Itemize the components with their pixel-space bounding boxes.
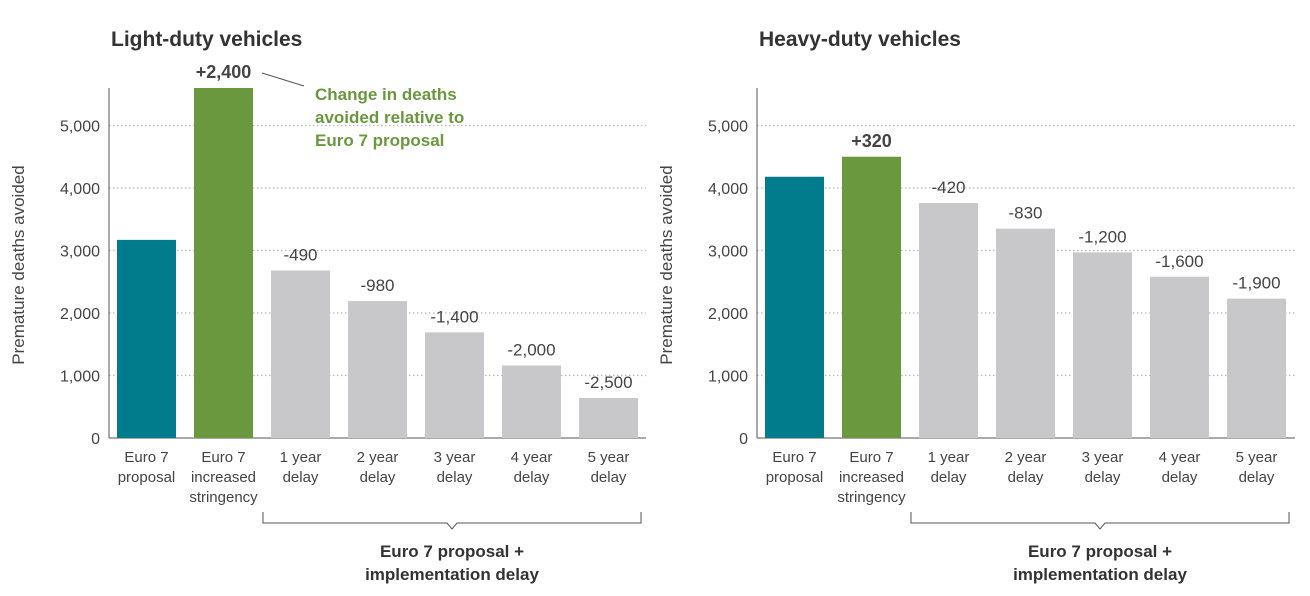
data-label: -980	[360, 276, 394, 295]
x-tick-label: delay	[437, 469, 473, 486]
change-annotation: Change in deaths avoided relative to Euro …	[261, 72, 464, 150]
y-tick-label: 2,000	[60, 306, 100, 323]
x-tick-label: delay	[1239, 469, 1275, 486]
data-label: -2,500	[584, 373, 632, 392]
y-tick-label: 1,000	[60, 369, 100, 386]
x-tick-label: delay	[1085, 469, 1121, 486]
x-tick-label: 1 year	[928, 449, 970, 466]
bar-delay	[919, 203, 978, 438]
delay-bracket	[910, 512, 1290, 530]
x-tick-label: Euro 7	[849, 449, 893, 466]
x-tick-label: Euro 7	[201, 449, 245, 466]
y-tick-label: 5,000	[708, 119, 748, 136]
delay-bracket	[262, 512, 642, 530]
chart-title: Heavy-duty vehicles	[759, 28, 961, 51]
x-tick-label: 2 year	[357, 449, 399, 466]
x-tick-label: delay	[283, 469, 319, 486]
bracket-label: Euro 7 proposal +	[1028, 542, 1172, 561]
x-tick-label: delay	[360, 469, 396, 486]
x-tick-label: delay	[591, 469, 627, 486]
data-label: -1,400	[430, 307, 478, 326]
x-tick-label: 3 year	[434, 449, 476, 466]
bar-delay	[1150, 276, 1209, 438]
bar-delay	[271, 270, 330, 438]
annotation-text: Change in deaths	[315, 85, 457, 104]
x-tick-label: increased	[191, 469, 256, 486]
x-tick-label: 4 year	[511, 449, 553, 466]
data-label: +320	[851, 131, 892, 151]
x-tick-label: delay	[931, 469, 967, 486]
x-tick-label: 4 year	[1159, 449, 1201, 466]
data-label: -1,600	[1155, 252, 1203, 271]
y-tick-label: 0	[91, 431, 100, 448]
chart-panel-light-duty: Light-duty vehicles 0 1,000 2,000 3,000 4,000…	[9, 28, 646, 584]
bar-proposal	[765, 176, 824, 438]
data-label: -2,000	[507, 341, 555, 360]
y-tick-label: 3,000	[60, 244, 100, 261]
y-tick-label: 2,000	[708, 306, 748, 323]
x-tick-label: proposal	[766, 469, 824, 486]
y-axis-label: Premature deaths avoided	[9, 165, 28, 364]
y-tick-label: 0	[739, 431, 748, 448]
x-tick-label: Euro 7	[772, 449, 816, 466]
x-tick-label: delay	[514, 469, 550, 486]
bar-stringency	[842, 156, 901, 438]
bar-proposal	[117, 239, 176, 438]
bracket-label: Euro 7 proposal +	[380, 542, 524, 561]
bracket-label: implementation delay	[365, 565, 539, 584]
annotation-text: Euro 7 proposal	[315, 131, 444, 150]
bar-delay	[1073, 252, 1132, 438]
x-tick-label: Euro 7	[124, 449, 168, 466]
bracket-label: implementation delay	[1013, 565, 1187, 584]
x-tick-label: increased	[839, 469, 904, 486]
x-tick-label: 3 year	[1082, 449, 1124, 466]
x-tick-label: proposal	[118, 469, 176, 486]
data-label: -1,900	[1232, 274, 1280, 293]
bar-delay	[996, 228, 1055, 438]
y-tick-label: 1,000	[708, 369, 748, 386]
y-tick-label: 4,000	[60, 181, 100, 198]
chart-panel-heavy-duty: Heavy-duty vehicles 0 1,000 2,000 3,000 4,000…	[657, 28, 1295, 584]
x-tick-label: 5 year	[588, 449, 630, 466]
y-axis-label: Premature deaths avoided	[657, 165, 676, 364]
bar-delay	[502, 365, 561, 438]
y-tick-label: 4,000	[708, 181, 748, 198]
data-label: -490	[283, 246, 317, 265]
x-tick-label: 5 year	[1236, 449, 1278, 466]
x-tick-label: delay	[1008, 469, 1044, 486]
data-label: -420	[931, 178, 965, 197]
x-tick-label: delay	[1162, 469, 1198, 486]
annotation-text: avoided relative to	[315, 108, 464, 127]
bar-stringency	[194, 88, 253, 438]
bar-delay	[579, 398, 638, 438]
x-tick-label: 1 year	[280, 449, 322, 466]
chart-title: Light-duty vehicles	[111, 28, 302, 51]
x-tick-label: stringency	[837, 489, 906, 506]
annotation-leader-line	[261, 72, 305, 87]
data-label: -830	[1008, 204, 1042, 223]
bar-delay	[348, 301, 407, 438]
bar-delay	[425, 332, 484, 438]
y-tick-label: 5,000	[60, 119, 100, 136]
data-label: +2,400	[196, 62, 252, 82]
x-tick-label: 2 year	[1005, 449, 1047, 466]
x-tick-label: stringency	[189, 489, 258, 506]
y-tick-label: 3,000	[708, 244, 748, 261]
bar-delay	[1227, 298, 1286, 438]
data-label: -1,200	[1078, 227, 1126, 246]
